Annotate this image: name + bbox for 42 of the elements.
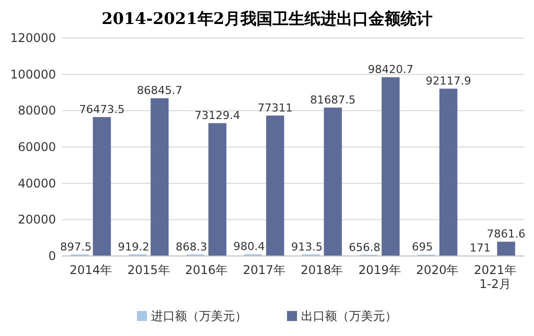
data-label: 98420.7 [368, 63, 414, 76]
y-tick-label: 40000 [18, 176, 56, 190]
data-label: 77311 [258, 102, 293, 115]
data-label: 92117.9 [426, 74, 472, 88]
chart-title: 2014-2021年2月我国卫生纸进出口金额统计 [102, 9, 432, 28]
bar [266, 116, 284, 256]
data-label: 913.5 [291, 240, 323, 254]
data-label: 171 [470, 242, 491, 255]
data-label: 897.5 [60, 240, 92, 254]
bar [208, 123, 226, 256]
bar [497, 242, 516, 256]
y-tick-label: 20000 [18, 212, 56, 227]
bar [150, 98, 169, 256]
x-tick-label: 2019年 [358, 263, 401, 277]
bar [382, 77, 400, 256]
legend-label: 出口额（万美元） [301, 309, 397, 323]
x-tick-label: 2020年 [416, 263, 459, 277]
data-label: 868.3 [176, 240, 208, 254]
data-label: 86845.7 [136, 84, 182, 98]
x-tick-label: 2015年 [127, 263, 170, 277]
y-tick-label: 120000 [10, 31, 56, 45]
bar [439, 88, 458, 256]
x-tick-label: 2014年 [70, 263, 112, 277]
y-tick-label: 80000 [18, 104, 56, 118]
x-tick-label: 2021年 1-2月 [474, 263, 516, 291]
data-label: 7861.6 [486, 228, 526, 241]
data-label: 919.2 [118, 240, 150, 254]
data-label: 656.8 [348, 240, 380, 254]
legend-label: 进口额（万美元） [151, 309, 247, 323]
data-label: 695 [412, 240, 433, 254]
x-tick-label: 2017年 [242, 263, 286, 277]
data-label: 81687.5 [310, 94, 356, 107]
y-tick-label: 0 [48, 249, 56, 263]
x-tick-label: 2016年 [185, 263, 228, 277]
y-tick-label: 100000 [10, 67, 56, 82]
bar [324, 108, 342, 256]
y-tick-label: 60000 [18, 140, 56, 154]
x-tick-label: 2018年 [300, 263, 344, 277]
data-label: 76473.5 [79, 103, 125, 116]
bar [92, 117, 111, 256]
data-label: 73129.4 [194, 109, 240, 122]
data-label: 980.4 [233, 240, 265, 254]
